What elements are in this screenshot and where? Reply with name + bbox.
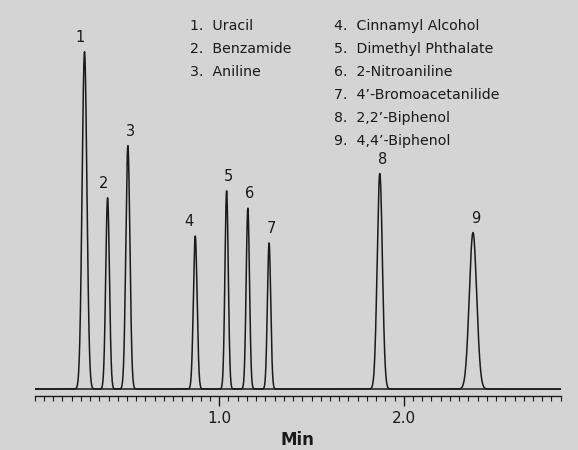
X-axis label: Min: Min <box>281 431 314 449</box>
Text: 5.  Dimethyl Phthalate: 5. Dimethyl Phthalate <box>335 42 494 56</box>
Text: 3: 3 <box>126 124 135 139</box>
Text: 3.  Aniline: 3. Aniline <box>190 65 261 79</box>
Text: 8: 8 <box>378 152 387 166</box>
Text: 1: 1 <box>76 30 85 45</box>
Text: 8.  2,2’-Biphenol: 8. 2,2’-Biphenol <box>335 111 450 125</box>
Text: 2.  Benzamide: 2. Benzamide <box>190 42 291 56</box>
Text: 2: 2 <box>99 176 108 191</box>
Text: 6.  2-Nitroaniline: 6. 2-Nitroaniline <box>335 65 453 79</box>
Text: 6: 6 <box>246 186 255 201</box>
Text: 7.  4’-Bromoacetanilide: 7. 4’-Bromoacetanilide <box>335 88 500 102</box>
Text: 4: 4 <box>185 214 194 229</box>
Text: 4.  Cinnamyl Alcohol: 4. Cinnamyl Alcohol <box>335 19 480 33</box>
Text: 9.  4,4’-Biphenol: 9. 4,4’-Biphenol <box>335 134 451 148</box>
Text: 7: 7 <box>266 221 276 236</box>
Text: 9: 9 <box>471 211 480 225</box>
Text: 5: 5 <box>224 169 234 184</box>
Text: 1.  Uracil: 1. Uracil <box>190 19 253 33</box>
